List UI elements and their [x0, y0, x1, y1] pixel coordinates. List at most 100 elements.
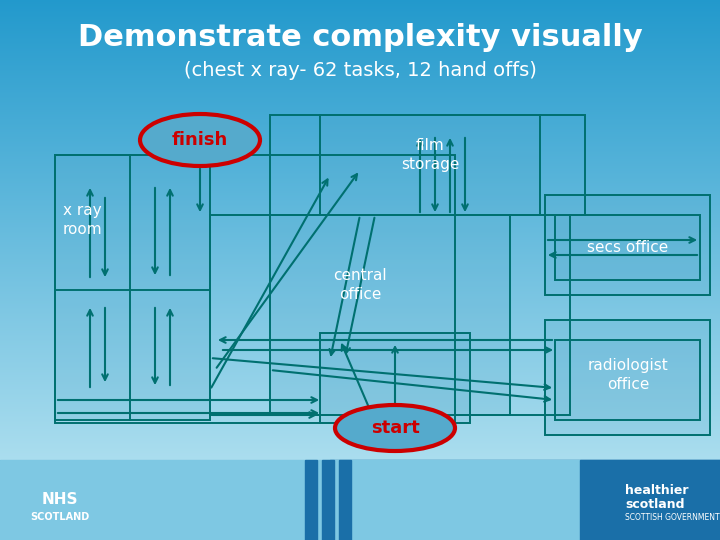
Bar: [0, 88, 720, 89]
Bar: [0, 282, 720, 283]
Bar: [0, 73, 720, 74]
Bar: [0, 423, 720, 424]
Text: SCOTLAND: SCOTLAND: [30, 512, 89, 522]
Bar: [0, 364, 720, 365]
Bar: [0, 127, 720, 128]
Bar: [0, 202, 720, 203]
Bar: [0, 39, 720, 40]
Text: NHS: NHS: [42, 492, 78, 508]
Bar: [0, 106, 720, 107]
Bar: [0, 11, 720, 12]
Bar: [0, 345, 720, 346]
Bar: [0, 213, 720, 214]
Text: (chest x ray- 62 tasks, 12 hand offs): (chest x ray- 62 tasks, 12 hand offs): [184, 60, 536, 79]
Bar: [0, 250, 720, 251]
Bar: [0, 191, 720, 192]
Bar: [0, 189, 720, 190]
Bar: [0, 15, 720, 16]
Bar: [0, 389, 720, 390]
Bar: [0, 196, 720, 197]
Bar: [0, 192, 720, 193]
Bar: [0, 240, 720, 241]
Bar: [0, 72, 720, 73]
Bar: [320, 333, 470, 423]
Bar: [0, 372, 720, 373]
Bar: [0, 236, 720, 237]
Bar: [0, 281, 720, 282]
Bar: [0, 160, 720, 161]
Bar: [0, 221, 720, 222]
Bar: [0, 294, 720, 295]
Bar: [0, 435, 720, 436]
Bar: [0, 102, 720, 103]
Bar: [555, 215, 700, 280]
Bar: [0, 456, 720, 457]
Bar: [0, 326, 720, 327]
Text: start: start: [371, 419, 419, 437]
Bar: [0, 285, 720, 286]
Bar: [0, 86, 720, 87]
Bar: [0, 439, 720, 440]
Bar: [0, 172, 720, 173]
Bar: [0, 315, 720, 316]
Bar: [0, 128, 720, 129]
Bar: [0, 194, 720, 195]
Bar: [0, 180, 720, 181]
Bar: [0, 327, 720, 328]
Bar: [0, 370, 720, 371]
Bar: [0, 2, 720, 3]
Bar: [0, 440, 720, 441]
Bar: [0, 367, 720, 368]
Bar: [0, 203, 720, 204]
Bar: [0, 407, 720, 408]
Bar: [0, 84, 720, 85]
Bar: [0, 137, 720, 138]
Bar: [0, 55, 720, 56]
Bar: [0, 342, 720, 343]
Bar: [0, 30, 720, 31]
Bar: [0, 242, 720, 243]
Bar: [0, 238, 720, 239]
Bar: [320, 333, 470, 423]
Bar: [0, 50, 720, 51]
Bar: [0, 366, 720, 367]
Bar: [0, 187, 720, 188]
Bar: [0, 32, 720, 33]
Bar: [0, 270, 720, 271]
Bar: [0, 223, 720, 224]
Bar: [0, 396, 720, 397]
Bar: [0, 460, 330, 540]
Bar: [0, 140, 720, 141]
Bar: [0, 182, 720, 183]
Bar: [0, 454, 720, 455]
Bar: [0, 227, 720, 228]
Bar: [0, 64, 720, 65]
Bar: [0, 421, 720, 422]
Bar: [0, 322, 720, 323]
Bar: [0, 126, 720, 127]
Bar: [0, 296, 720, 297]
Bar: [0, 95, 720, 96]
Bar: [0, 99, 720, 100]
Ellipse shape: [140, 114, 260, 166]
Bar: [0, 415, 720, 416]
Bar: [0, 108, 720, 109]
Bar: [0, 79, 720, 80]
Bar: [0, 419, 720, 420]
Bar: [0, 330, 720, 331]
Bar: [0, 14, 720, 15]
Bar: [0, 411, 720, 412]
Bar: [0, 246, 720, 247]
Bar: [0, 299, 720, 300]
Bar: [0, 153, 720, 154]
Bar: [0, 387, 720, 388]
Bar: [0, 75, 720, 76]
Bar: [0, 271, 720, 272]
Bar: [0, 410, 720, 411]
Bar: [0, 222, 720, 223]
Bar: [0, 320, 720, 321]
Bar: [0, 424, 720, 425]
Bar: [330, 460, 580, 540]
Bar: [0, 300, 720, 301]
Bar: [0, 77, 720, 78]
